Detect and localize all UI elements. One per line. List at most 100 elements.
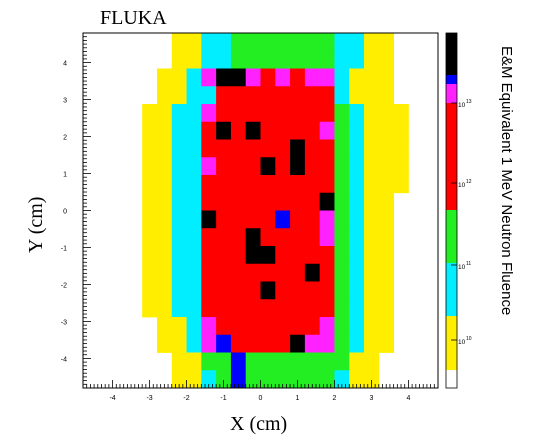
heatmap-cell bbox=[349, 210, 365, 229]
heatmap-cell bbox=[186, 210, 202, 229]
heatmap-cell bbox=[334, 68, 350, 87]
heatmap-cell bbox=[230, 175, 247, 194]
heatmap-cell bbox=[378, 317, 395, 336]
heatmap-cell bbox=[260, 33, 276, 52]
y-axis-title: Y (cm) bbox=[25, 197, 47, 253]
heatmap-cell bbox=[334, 370, 350, 389]
x-tick-label: 2 bbox=[333, 395, 337, 402]
heatmap-cell bbox=[171, 86, 187, 105]
heatmap-cell bbox=[319, 210, 335, 229]
heatmap-cell bbox=[378, 175, 395, 194]
heatmap-cell bbox=[393, 139, 409, 158]
heatmap-cell bbox=[349, 50, 365, 69]
heatmap-cell bbox=[334, 192, 350, 211]
x-tick-label: -3 bbox=[146, 395, 152, 402]
heatmap-cell bbox=[186, 33, 202, 52]
heatmap-cell bbox=[142, 121, 158, 140]
heatmap-cell bbox=[142, 192, 158, 211]
heatmap-cell bbox=[142, 228, 158, 247]
heatmap-cell bbox=[186, 334, 202, 353]
color-scale-band bbox=[446, 370, 457, 388]
heatmap-cell bbox=[349, 68, 365, 87]
heatmap-cell bbox=[334, 86, 350, 105]
heatmap-cell bbox=[319, 263, 335, 282]
heatmap-cell bbox=[364, 370, 380, 389]
heatmap-cell bbox=[275, 139, 291, 158]
heatmap-cell bbox=[319, 121, 335, 140]
heatmap-cell bbox=[156, 228, 173, 247]
heatmap-cell bbox=[304, 86, 321, 105]
heatmap-cell bbox=[201, 352, 217, 371]
heatmap-cell bbox=[364, 246, 380, 265]
heatmap-cell bbox=[142, 175, 158, 194]
heatmap-cell bbox=[349, 33, 365, 52]
heatmap-cell bbox=[216, 121, 232, 140]
heatmap-cell bbox=[216, 299, 232, 318]
heatmap-cell bbox=[216, 139, 232, 158]
heatmap-cell bbox=[201, 228, 217, 247]
color-scale-exponent: 10 bbox=[466, 336, 472, 342]
heatmap-cell bbox=[304, 33, 321, 52]
heatmap-cell bbox=[275, 281, 291, 300]
heatmap-cell bbox=[349, 228, 365, 247]
color-scale-label: 10 bbox=[458, 339, 466, 346]
color-scale-band bbox=[446, 316, 457, 370]
heatmap-cell bbox=[171, 192, 187, 211]
heatmap-cell bbox=[304, 139, 321, 158]
heatmap-cell bbox=[230, 33, 247, 52]
heatmap-cell bbox=[364, 33, 380, 52]
heatmap-cell bbox=[186, 246, 202, 265]
heatmap-cell bbox=[230, 139, 247, 158]
heatmap-cell bbox=[245, 175, 261, 194]
heatmap-cell bbox=[319, 334, 335, 353]
heatmap-cell bbox=[378, 281, 395, 300]
heatmap-cell bbox=[275, 228, 291, 247]
heatmap-cell bbox=[171, 210, 187, 229]
heatmap-cell bbox=[260, 299, 276, 318]
heatmap-cell bbox=[201, 175, 217, 194]
heatmap-cell bbox=[378, 50, 395, 69]
heatmap-cell bbox=[260, 228, 276, 247]
heatmap-cell bbox=[186, 370, 202, 389]
heatmap-cell bbox=[260, 175, 276, 194]
heatmap-cell bbox=[290, 263, 306, 282]
heatmap-cell bbox=[142, 139, 158, 158]
heatmap-cell bbox=[230, 192, 247, 211]
heatmap-cell bbox=[201, 263, 217, 282]
heatmap-cell bbox=[349, 334, 365, 353]
y-tick-label: -4 bbox=[61, 356, 67, 363]
heatmap-cell bbox=[319, 33, 335, 52]
heatmap-cell bbox=[378, 192, 395, 211]
heatmap-cell bbox=[260, 370, 276, 389]
heatmap-cell bbox=[275, 33, 291, 52]
heatmap-cell bbox=[260, 281, 276, 300]
heatmap-cell bbox=[186, 175, 202, 194]
heatmap-cell bbox=[304, 121, 321, 140]
heatmap-cell bbox=[290, 299, 306, 318]
heatmap-cell bbox=[304, 104, 321, 123]
heatmap-cell bbox=[304, 68, 321, 87]
heatmap-cell bbox=[245, 86, 261, 105]
heatmap-cell bbox=[186, 50, 202, 69]
heatmap-cell bbox=[275, 352, 291, 371]
heatmap-cell bbox=[171, 334, 187, 353]
y-tick-label: 2 bbox=[63, 135, 67, 142]
heatmap-cell bbox=[186, 86, 202, 105]
color-scale-label: 10 bbox=[458, 264, 466, 271]
heatmap-cell bbox=[216, 246, 232, 265]
heatmap-cell bbox=[304, 281, 321, 300]
heatmap-cell bbox=[171, 175, 187, 194]
heatmap-cell bbox=[142, 299, 158, 318]
color-scale-band bbox=[446, 75, 457, 84]
heatmap-cell bbox=[378, 299, 395, 318]
heatmap-cell bbox=[230, 68, 247, 87]
heatmap-cell bbox=[275, 192, 291, 211]
heatmap-cell bbox=[349, 121, 365, 140]
heatmap-cell bbox=[275, 121, 291, 140]
x-tick-label: 0 bbox=[259, 395, 263, 402]
heatmap-cell bbox=[230, 352, 247, 371]
heatmap-cell bbox=[216, 33, 232, 52]
heatmap-cell bbox=[156, 246, 173, 265]
heatmap-cell bbox=[349, 139, 365, 158]
heatmap-cell bbox=[156, 263, 173, 282]
